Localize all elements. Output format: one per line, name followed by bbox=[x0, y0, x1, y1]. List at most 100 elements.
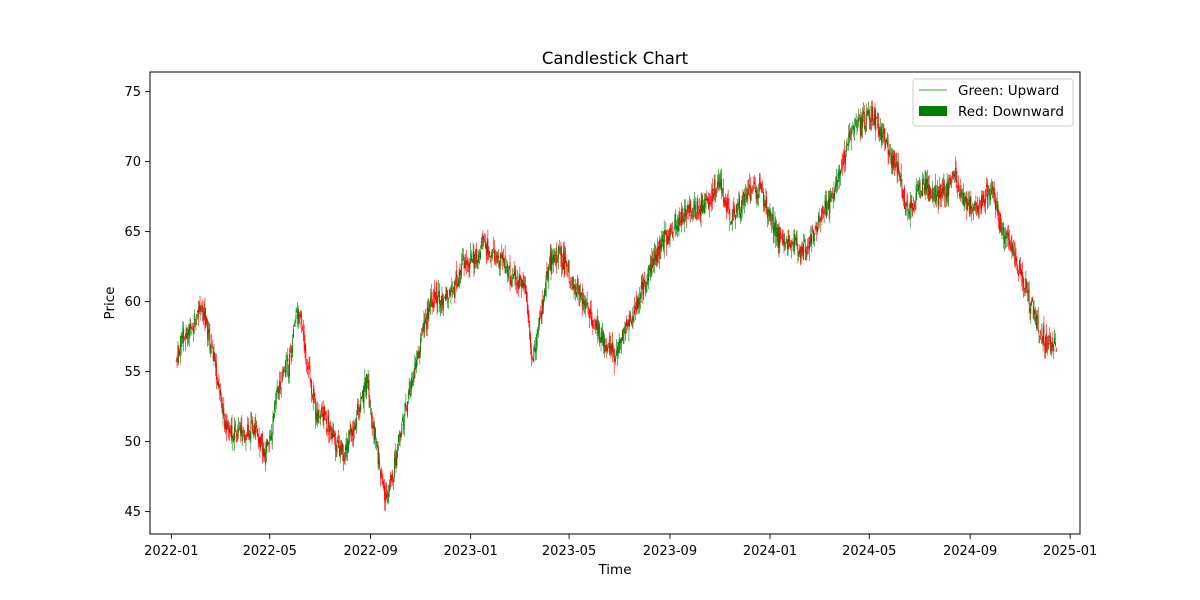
candle-body-up bbox=[660, 244, 662, 249]
candle-body-down bbox=[1009, 239, 1010, 246]
candle-body-down bbox=[966, 192, 968, 211]
candle-body-down bbox=[577, 278, 579, 285]
candle-body-down bbox=[238, 426, 240, 428]
candle-body-down bbox=[1006, 232, 1008, 234]
candle-body-up bbox=[596, 321, 598, 330]
candle-body-down bbox=[822, 206, 823, 214]
candle-body-down bbox=[752, 186, 754, 189]
candle-body-down bbox=[215, 362, 217, 380]
candle-body-up bbox=[511, 281, 513, 287]
candle-body-down bbox=[186, 332, 188, 339]
candle-body-down bbox=[530, 334, 531, 348]
candle-body-down bbox=[1050, 336, 1051, 352]
candle-body-up bbox=[982, 194, 984, 202]
candle-body-down bbox=[898, 163, 900, 174]
candle-body-down bbox=[307, 366, 308, 370]
candle-body-down bbox=[675, 213, 677, 228]
candle-body-up bbox=[829, 196, 831, 214]
candle-body-down bbox=[380, 470, 381, 479]
candle-body-up bbox=[499, 262, 501, 270]
candle-body-up bbox=[213, 352, 215, 362]
candle-body-down bbox=[902, 196, 904, 198]
candle-body-up bbox=[817, 215, 819, 223]
candle-body-up bbox=[617, 350, 619, 352]
candle-body-up bbox=[538, 324, 540, 329]
candle-body-down bbox=[727, 197, 729, 206]
candle-body-down bbox=[729, 210, 731, 220]
candle-body-down bbox=[178, 345, 180, 356]
candle-body-down bbox=[764, 204, 766, 206]
candle-body-up bbox=[1004, 235, 1005, 244]
candle-body-up bbox=[559, 249, 561, 251]
candle-body-down bbox=[906, 200, 908, 202]
candle-body-up bbox=[931, 188, 933, 197]
candle-body-down bbox=[694, 204, 696, 219]
candle-body-down bbox=[761, 188, 763, 193]
candle-body-up bbox=[292, 339, 294, 353]
candle-body-down bbox=[812, 226, 814, 228]
candle-body-up bbox=[345, 445, 347, 451]
candle-body-down bbox=[887, 139, 889, 155]
candle-body-down bbox=[413, 376, 415, 379]
candle-body-down bbox=[592, 327, 594, 329]
candle-body-up bbox=[189, 319, 191, 334]
candle-body-up bbox=[779, 232, 781, 246]
candle-body-up bbox=[871, 105, 873, 123]
candle-body-down bbox=[261, 434, 263, 454]
candle-body-down bbox=[912, 204, 914, 213]
candle-body-up bbox=[279, 381, 281, 393]
candle-body-up bbox=[452, 290, 454, 293]
candle-body-up bbox=[916, 188, 918, 195]
candle-body-down bbox=[510, 279, 512, 285]
candle-body-down bbox=[335, 448, 337, 450]
candle-body-down bbox=[574, 286, 576, 290]
candle-body-down bbox=[316, 408, 318, 418]
candle-body-up bbox=[598, 324, 600, 334]
candle-body-down bbox=[563, 250, 565, 270]
candle-body-up bbox=[361, 391, 363, 398]
candle-body-down bbox=[797, 248, 799, 256]
candle-body-down bbox=[861, 119, 863, 127]
candle-body-up bbox=[448, 289, 450, 295]
candle-body-down bbox=[561, 252, 563, 267]
candle-body-up bbox=[787, 239, 789, 250]
candle-body-down bbox=[258, 436, 260, 444]
candle-body-down bbox=[568, 260, 570, 280]
candle-body-down bbox=[526, 300, 528, 308]
candle-body-down bbox=[760, 182, 762, 189]
candle-body-up bbox=[475, 250, 477, 263]
candle-body-down bbox=[757, 198, 759, 199]
candle-body-up bbox=[618, 340, 620, 353]
y-tick-label: 45 bbox=[124, 505, 141, 520]
candle-body-down bbox=[726, 201, 727, 212]
candle-body-down bbox=[453, 285, 455, 295]
candle-body-up bbox=[694, 201, 695, 210]
candle-body-down bbox=[548, 263, 550, 265]
candle-body-down bbox=[192, 328, 194, 330]
candle-body-up bbox=[945, 196, 946, 198]
candle-body-down bbox=[707, 197, 709, 202]
x-tick-label: 2022-05 bbox=[243, 544, 297, 559]
candle-body-up bbox=[428, 309, 430, 320]
candle-body-up bbox=[469, 258, 471, 270]
candle-body-down bbox=[605, 344, 607, 352]
candle-body-down bbox=[588, 311, 590, 315]
candle-body-up bbox=[443, 298, 445, 309]
candle-body-up bbox=[649, 263, 651, 271]
candle-body-up bbox=[407, 401, 408, 416]
candle-body-down bbox=[601, 336, 603, 341]
candle-body-down bbox=[989, 188, 991, 200]
candle-body-up bbox=[981, 195, 983, 210]
candle-body-up bbox=[629, 311, 631, 319]
candle-body-down bbox=[417, 351, 419, 355]
candle-body-down bbox=[908, 210, 910, 216]
candle-body-up bbox=[773, 227, 775, 234]
candle-body-up bbox=[641, 281, 643, 289]
candle-body-down bbox=[759, 177, 761, 186]
candle-body-up bbox=[1041, 334, 1042, 336]
candle-body-down bbox=[389, 479, 391, 485]
candle-body-down bbox=[211, 347, 213, 349]
candle-body-up bbox=[674, 215, 676, 228]
candle-body-up bbox=[1027, 292, 1029, 294]
